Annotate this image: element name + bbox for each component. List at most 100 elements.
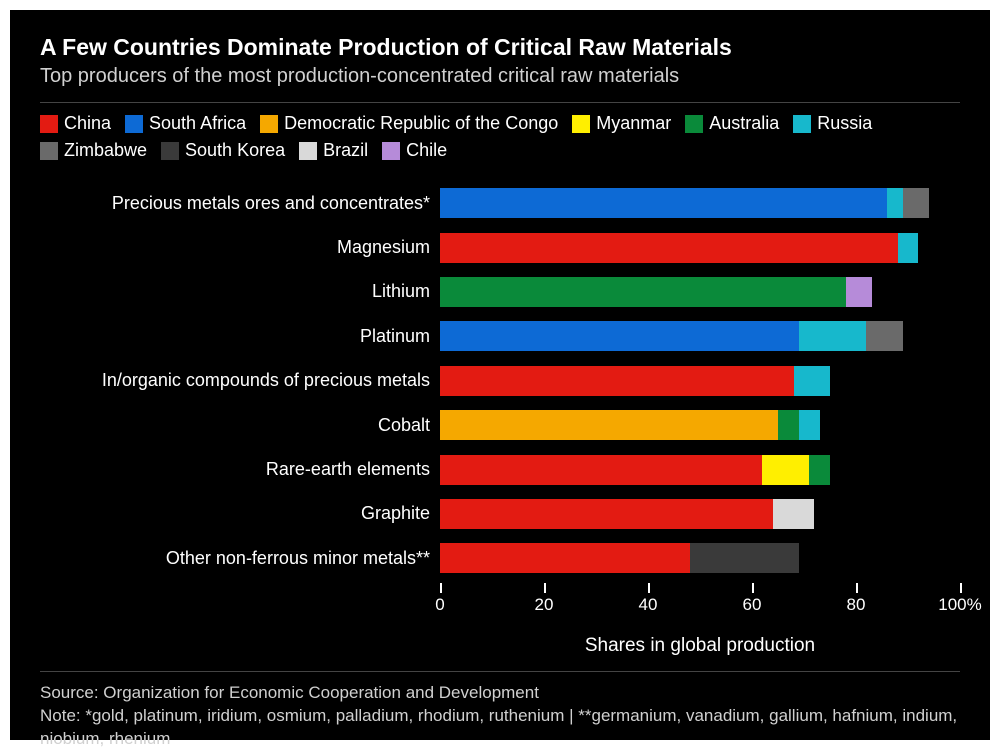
- legend-item: Russia: [793, 113, 872, 134]
- bar-segment: [440, 455, 762, 485]
- bar-segment: [846, 277, 872, 307]
- tick-mark: [440, 583, 442, 593]
- tick-mark: [752, 583, 754, 593]
- tick-mark: [960, 583, 962, 593]
- legend-item: South Africa: [125, 113, 246, 134]
- tick-label: 80: [847, 595, 866, 615]
- legend-swatch: [793, 115, 811, 133]
- bar-track: [440, 277, 960, 307]
- row-label: Platinum: [40, 326, 440, 347]
- legend-label: Myanmar: [596, 113, 671, 134]
- bar-segment: [809, 455, 830, 485]
- legend-label: China: [64, 113, 111, 134]
- legend-swatch: [299, 142, 317, 160]
- bar-segment: [440, 277, 846, 307]
- tick-mark: [856, 583, 858, 593]
- row-label: Lithium: [40, 281, 440, 302]
- bar-segment: [898, 233, 919, 263]
- row-label: Other non-ferrous minor metals**: [40, 548, 440, 569]
- legend-swatch: [260, 115, 278, 133]
- legend-label: Chile: [406, 140, 447, 161]
- legend-item: Myanmar: [572, 113, 671, 134]
- bar-segment: [794, 366, 830, 396]
- legend-swatch: [125, 115, 143, 133]
- bar-segment: [866, 321, 902, 351]
- x-axis: 020406080100%: [440, 589, 960, 625]
- bar-segment: [799, 410, 820, 440]
- legend-swatch: [685, 115, 703, 133]
- legend-label: South Korea: [185, 140, 285, 161]
- legend-item: Australia: [685, 113, 779, 134]
- bar-track: [440, 188, 960, 218]
- legend-swatch: [572, 115, 590, 133]
- legend: China South Africa Democratic Republic of …: [40, 102, 960, 167]
- legend-item: Zimbabwe: [40, 140, 147, 161]
- tick-mark: [648, 583, 650, 593]
- bar-segment: [799, 321, 867, 351]
- bar-segment: [762, 455, 809, 485]
- bar-row: Other non-ferrous minor metals**: [40, 536, 960, 580]
- legend-item: Chile: [382, 140, 447, 161]
- legend-swatch: [161, 142, 179, 160]
- row-label: Rare-earth elements: [40, 459, 440, 480]
- legend-label: Russia: [817, 113, 872, 134]
- bar-track: [440, 455, 960, 485]
- bar-row: In/organic compounds of precious metals: [40, 359, 960, 403]
- bar-track: [440, 366, 960, 396]
- tick-label: 40: [639, 595, 658, 615]
- row-label: In/organic compounds of precious metals: [40, 370, 440, 391]
- chart-subtitle: Top producers of the most production-con…: [40, 65, 960, 88]
- bar-row: Precious metals ores and concentrates*: [40, 181, 960, 225]
- bar-segment: [778, 410, 799, 440]
- bar-row: Cobalt: [40, 403, 960, 447]
- tick-label: 60: [743, 595, 762, 615]
- bar-row: Magnesium: [40, 225, 960, 269]
- plot-area: Precious metals ores and concentrates* Ma…: [40, 181, 960, 581]
- bar-track: [440, 499, 960, 529]
- row-label: Cobalt: [40, 415, 440, 436]
- bar-row: Platinum: [40, 314, 960, 358]
- x-axis-label: Shares in global production: [440, 635, 960, 657]
- bar-track: [440, 233, 960, 263]
- bar-segment: [440, 410, 778, 440]
- legend-label: Brazil: [323, 140, 368, 161]
- legend-swatch: [40, 115, 58, 133]
- tick-mark: [544, 583, 546, 593]
- tick-label: 0: [435, 595, 444, 615]
- bar-segment: [887, 188, 903, 218]
- legend-swatch: [382, 142, 400, 160]
- bar-segment: [440, 499, 773, 529]
- chart-title: A Few Countries Dominate Production of C…: [40, 34, 960, 61]
- source-text: Source: Organization for Economic Cooper…: [40, 682, 960, 705]
- legend-label: South Africa: [149, 113, 246, 134]
- bar-row: Lithium: [40, 270, 960, 314]
- bar-track: [440, 410, 960, 440]
- bar-track: [440, 543, 960, 573]
- bar-segment: [903, 188, 929, 218]
- bar-segment: [440, 366, 794, 396]
- bar-segment: [440, 233, 898, 263]
- tick-label: 20: [535, 595, 554, 615]
- bar-segment: [773, 499, 815, 529]
- legend-item: China: [40, 113, 111, 134]
- row-label: Graphite: [40, 503, 440, 524]
- bar-segment: [440, 321, 799, 351]
- legend-item: Democratic Republic of the Congo: [260, 113, 558, 134]
- bar-track: [440, 321, 960, 351]
- bar-row: Graphite: [40, 492, 960, 536]
- note-text: Note: *gold, platinum, iridium, osmium, …: [40, 705, 960, 751]
- bar-segment: [440, 188, 887, 218]
- chart-footer: Source: Organization for Economic Cooper…: [40, 671, 960, 751]
- legend-label: Australia: [709, 113, 779, 134]
- bar-segment: [440, 543, 690, 573]
- row-label: Magnesium: [40, 237, 440, 258]
- legend-label: Democratic Republic of the Congo: [284, 113, 558, 134]
- chart-container: A Few Countries Dominate Production of C…: [10, 10, 990, 740]
- legend-item: South Korea: [161, 140, 285, 161]
- tick-label: 100%: [938, 595, 981, 615]
- bar-row: Rare-earth elements: [40, 447, 960, 491]
- legend-swatch: [40, 142, 58, 160]
- legend-label: Zimbabwe: [64, 140, 147, 161]
- legend-item: Brazil: [299, 140, 368, 161]
- row-label: Precious metals ores and concentrates*: [40, 193, 440, 214]
